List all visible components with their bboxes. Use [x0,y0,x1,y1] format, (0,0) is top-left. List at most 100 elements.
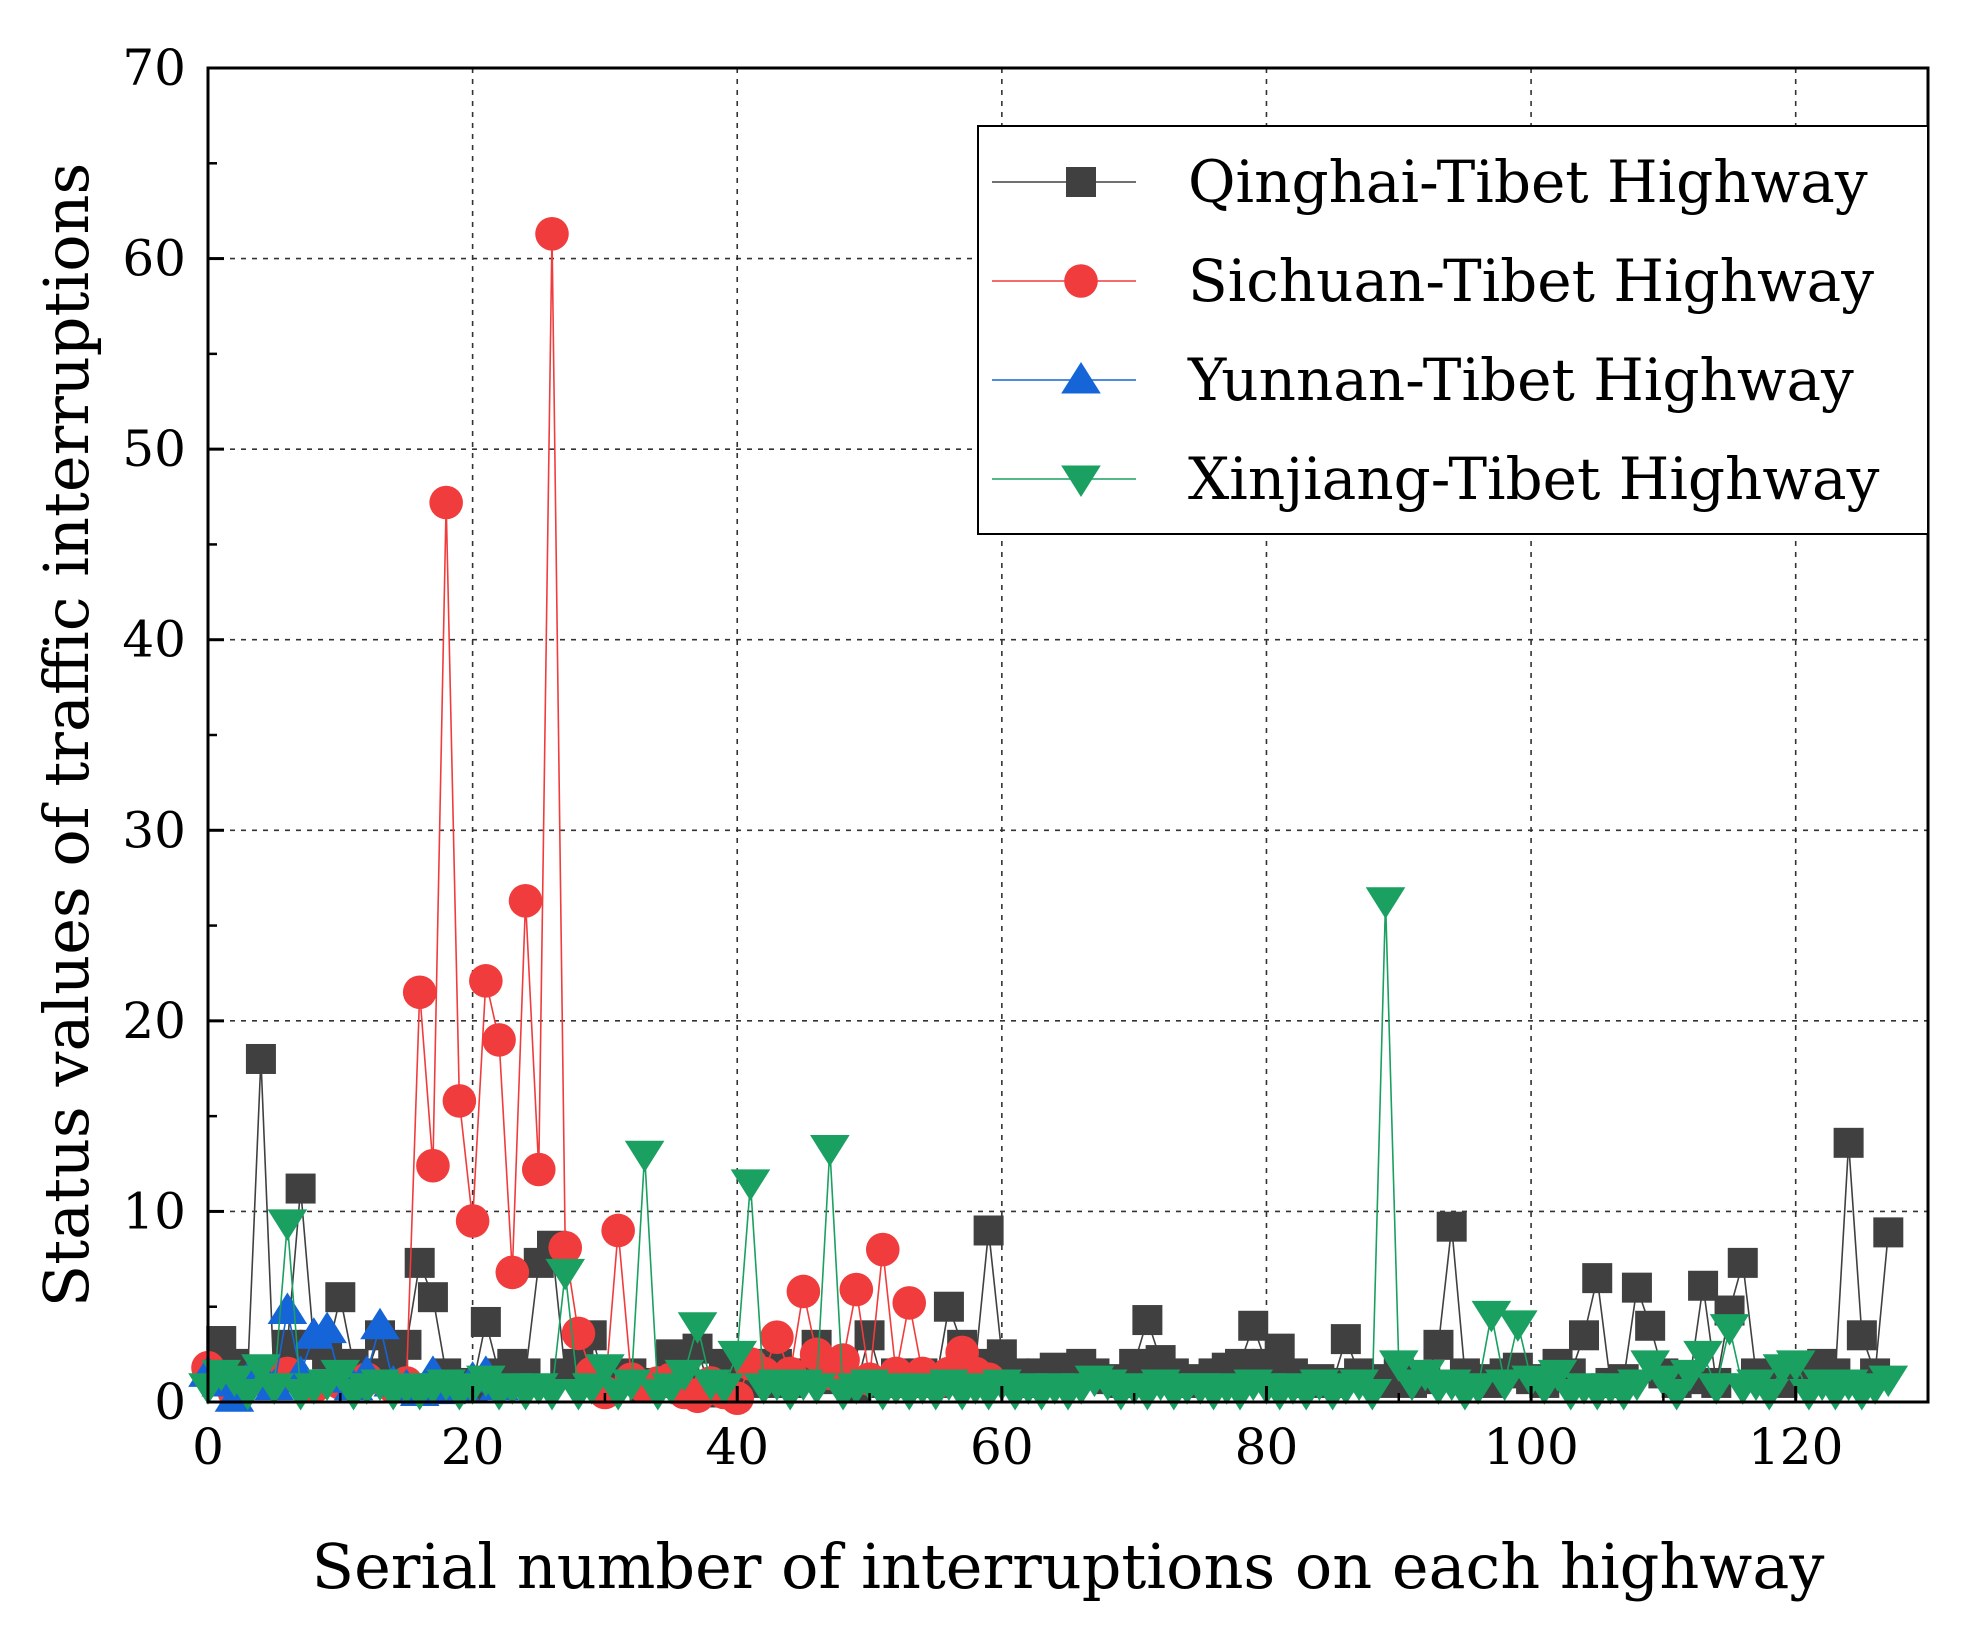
data-point [267,1292,308,1325]
data-point [267,1209,308,1241]
legend-box [977,125,1929,535]
legend-label: Sichuan-Tibet Highway [1188,247,1874,315]
data-point [1868,1365,1909,1398]
y-tick-label: 10 [122,1182,186,1240]
legend-marker [1064,264,1098,298]
data-point [839,1272,874,1307]
legend-marker [1061,465,1101,497]
x-tick-label: 100 [1483,1418,1578,1476]
data-point [417,1282,448,1313]
data-point [1749,1378,1790,1411]
data-point [535,216,569,251]
data-point [826,1343,860,1377]
y-tick-label: 40 [122,611,186,669]
data-point [469,964,503,998]
data-point [307,1311,347,1344]
data-point [1635,1310,1666,1341]
data-point [1423,1329,1454,1360]
data-point [416,1148,450,1183]
data-point [786,1274,821,1309]
x-tick-label: 80 [1235,1418,1299,1476]
data-point [1696,1373,1737,1405]
axes: 0 20 40 60 80 100 120 0 10 20 30 40 50 60 70 [122,39,1843,1476]
legend-marker [1066,167,1096,197]
data-point [1352,1378,1393,1411]
data-point [548,1230,583,1265]
x-tick-label: 120 [1748,1418,1843,1476]
data-point [1617,1369,1657,1401]
legend-marker [1061,362,1101,394]
data-point [677,1312,718,1344]
data-point [325,1282,356,1313]
data-point [245,1043,276,1074]
data-point [1727,1247,1758,1278]
legend-item: Sichuan-Tibet Highway [992,247,1874,315]
data-point [601,1213,635,1248]
data-point [810,1135,850,1167]
data-point [1846,1320,1877,1351]
data-point [521,1152,556,1187]
data-point [1670,1359,1710,1392]
data-point [760,1320,794,1355]
data-point [973,1215,1004,1246]
data-point [1833,1127,1864,1158]
data-point [404,1247,435,1278]
x-tick-label: 0 [192,1418,224,1476]
data-point [664,1359,705,1392]
data-point [717,1340,758,1373]
data-point [470,1306,501,1337]
data-point [1471,1300,1512,1333]
data-point [285,1173,316,1204]
y-tick-label: 20 [122,992,186,1050]
legend: Qinghai-Tibet Highway Sichuan-Tibet Highw… [977,125,1929,535]
data-point [1378,1350,1419,1382]
y-axis-title: Status values of traffic interruptions [30,163,103,1308]
legend-item: Yunnan-Tibet Highway [992,346,1854,414]
data-point [1484,1369,1525,1401]
x-axis-title: Serial number of interruptions on each h… [312,1530,1825,1603]
data-point [854,1320,885,1351]
data-point [1621,1272,1652,1303]
y-tick-label: 70 [122,39,186,97]
data-point [1365,887,1406,919]
x-tick-label: 60 [970,1418,1034,1476]
data-point [561,1316,596,1351]
legend-item: Xinjiang-Tibet Highway [992,445,1880,513]
data-point [1688,1270,1719,1301]
data-point [704,1373,744,1405]
data-point [320,1359,361,1392]
data-point [227,1378,268,1411]
data-point [1775,1350,1816,1382]
data-point [730,1169,771,1201]
data-point [402,975,437,1010]
data-point [455,1204,490,1238]
plot-series [188,216,1909,1415]
legend-label: Yunnan-Tibet Highway [1187,346,1854,414]
data-point [360,1307,400,1340]
data-point [241,1354,281,1386]
data-point [933,1291,964,1322]
y-tick-label: 30 [122,801,186,859]
legend-item: Qinghai-Tibet Highway [992,148,1868,216]
data-point [429,485,463,520]
x-tick-label: 40 [705,1418,769,1476]
data-point [1458,1373,1498,1405]
data-point [1683,1340,1723,1373]
legend-label: Xinjiang-Tibet Highway [1188,445,1880,513]
data-point [1238,1310,1269,1341]
data-point [1330,1324,1361,1355]
x-tick-label: 20 [441,1418,505,1476]
data-point [1656,1378,1697,1411]
data-point [442,1084,477,1118]
data-point [1873,1217,1904,1248]
data-point [585,1354,625,1386]
data-point [1582,1263,1613,1294]
data-point [1537,1359,1578,1392]
data-point [1569,1320,1599,1351]
legend-label: Qinghai-Tibet Highway [1188,148,1868,216]
data-point [1436,1211,1467,1242]
data-point [545,1258,586,1291]
data-point [624,1140,665,1173]
